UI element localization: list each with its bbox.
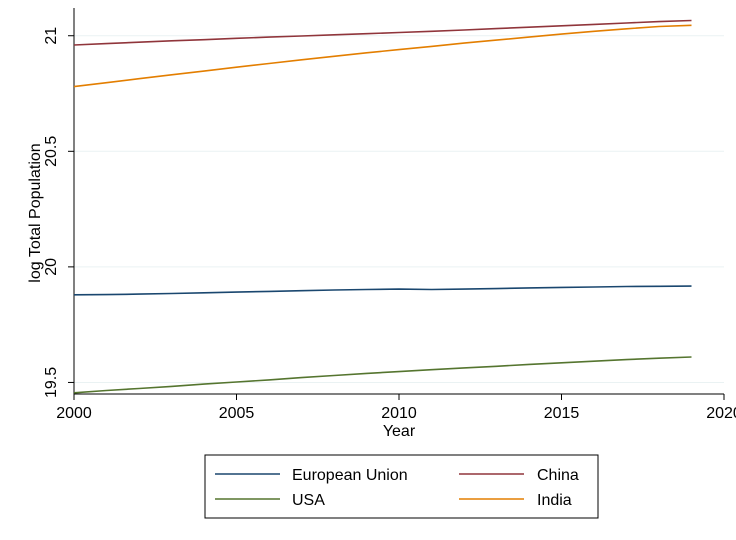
legend-label-european-union: European Union xyxy=(292,467,408,484)
series-line-usa xyxy=(73,356,692,394)
x-axis-title: Year xyxy=(383,423,416,440)
x-tick-label: 2000 xyxy=(56,405,92,422)
legend-box xyxy=(204,454,599,519)
axes xyxy=(73,8,724,395)
legend: European Union China USA India xyxy=(204,454,599,519)
y-axis-title: log Total Population xyxy=(27,143,44,282)
y-tick-label: 21 xyxy=(43,27,60,45)
legend-label-usa: USA xyxy=(292,492,325,509)
series-line-china xyxy=(73,19,692,46)
legend-label-india: India xyxy=(537,492,572,509)
grid-lines xyxy=(74,35,724,383)
y-tick-label: 19.5 xyxy=(43,367,60,398)
legend-label-china: China xyxy=(537,467,579,484)
series-line-india xyxy=(73,24,692,88)
series-line-european-union xyxy=(73,285,692,296)
x-tick-label: 2015 xyxy=(544,405,580,422)
y-ticks: 19.5 20 20.5 21 xyxy=(43,27,74,398)
y-tick-label: 20 xyxy=(43,258,60,276)
series-lines xyxy=(73,19,692,394)
x-tick-label: 2010 xyxy=(381,405,417,422)
y-tick-label: 20.5 xyxy=(43,136,60,167)
x-tick-label: 2005 xyxy=(219,405,255,422)
